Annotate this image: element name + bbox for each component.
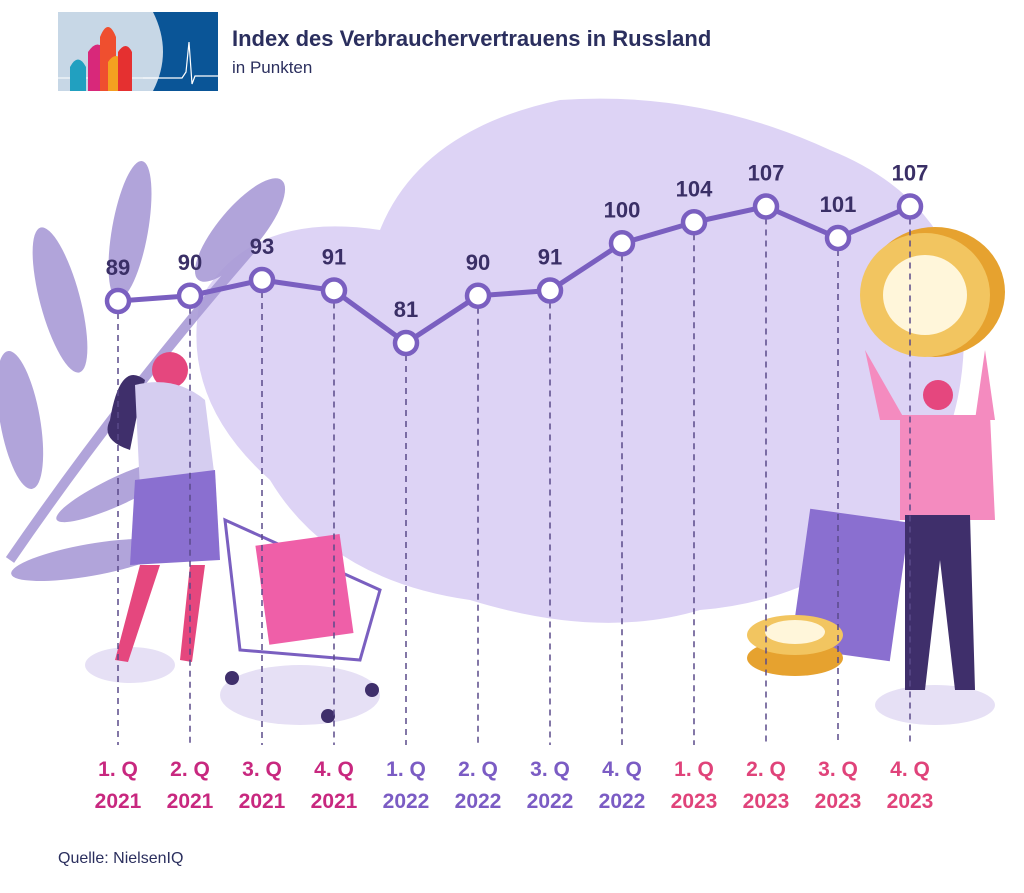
data-point (608, 230, 636, 257)
x-tick-year: 2021 (167, 790, 214, 813)
x-tick-year: 2022 (527, 790, 574, 813)
x-tick-quarter: 4. Q (314, 758, 354, 781)
data-label: 91 (322, 245, 346, 270)
data-point (464, 282, 492, 309)
logo-image (58, 12, 218, 91)
x-tick-year: 2021 (239, 790, 286, 813)
man-with-coin-illustration (747, 227, 1005, 725)
x-axis-labels: 1. Q 2021 2. Q 2021 3. Q 2021 4. Q 2021 1. Q 2022… (95, 758, 934, 813)
x-tick-year: 2023 (887, 790, 934, 813)
data-label: 89 (106, 255, 130, 280)
x-tick-quarter: 4. Q (890, 758, 930, 781)
background-blob (196, 98, 964, 623)
data-point (176, 282, 204, 309)
data-label: 101 (820, 192, 857, 217)
data-points (104, 193, 924, 357)
x-tick-quarter: 3. Q (818, 758, 858, 781)
data-point (680, 209, 708, 236)
data-point (896, 193, 924, 220)
chart-title: Index des Verbrauchervertrauens in Russl… (232, 26, 712, 51)
data-point (320, 277, 348, 304)
x-tick-year: 2023 (671, 790, 718, 813)
woman-with-cart-illustration (85, 352, 382, 725)
data-label: 81 (394, 297, 418, 322)
chart-subtitle: in Punkten (232, 58, 313, 77)
data-point (536, 277, 564, 304)
data-label: 90 (466, 250, 490, 275)
dashed-guides (117, 218, 911, 745)
data-point (392, 329, 420, 357)
x-tick-quarter: 2. Q (458, 758, 498, 781)
data-label: 93 (250, 234, 274, 259)
x-tick-quarter: 3. Q (242, 758, 282, 781)
data-label: 90 (178, 250, 202, 275)
x-tick-year: 2021 (95, 790, 142, 813)
x-tick-year: 2022 (383, 790, 430, 813)
x-tick-quarter: 1. Q (98, 758, 138, 781)
x-tick-year: 2022 (599, 790, 646, 813)
data-label: 104 (676, 176, 713, 201)
data-label: 107 (892, 161, 929, 186)
x-tick-quarter: 3. Q (530, 758, 570, 781)
x-tick-quarter: 1. Q (674, 758, 714, 781)
data-point (248, 266, 276, 294)
data-label: 91 (538, 245, 562, 270)
data-labels: 89 90 93 91 81 90 91 100 104 107 101 107 (106, 161, 929, 323)
data-point (104, 287, 132, 315)
background-illustration (0, 98, 1005, 725)
x-tick-year: 2021 (311, 790, 358, 813)
x-tick-year: 2023 (815, 790, 862, 813)
x-tick-quarter: 2. Q (746, 758, 786, 781)
x-tick-year: 2023 (743, 790, 790, 813)
data-label: 107 (748, 161, 785, 186)
data-point (824, 224, 852, 252)
x-tick-quarter: 2. Q (170, 758, 210, 781)
x-tick-quarter: 1. Q (386, 758, 426, 781)
data-point (752, 193, 780, 220)
data-label: 100 (604, 197, 641, 222)
source-note: Quelle: NielsenIQ (58, 850, 184, 867)
x-tick-year: 2022 (455, 790, 502, 813)
x-tick-quarter: 4. Q (602, 758, 642, 781)
